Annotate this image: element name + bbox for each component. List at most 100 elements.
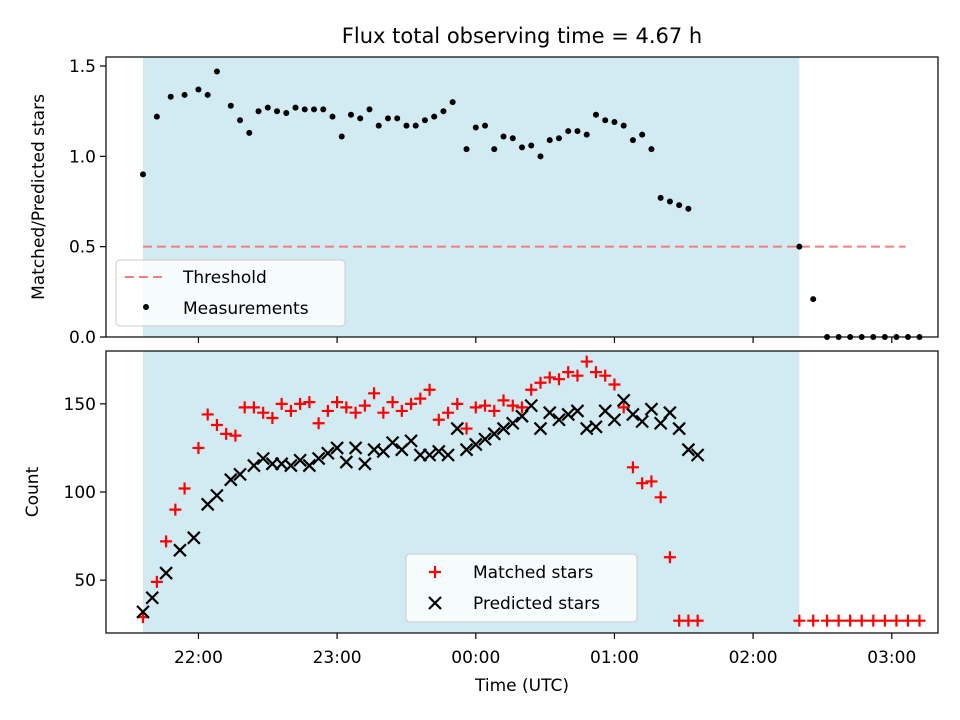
matched-star-point — [654, 491, 667, 504]
top-y-tick-label: 0.0 — [69, 328, 96, 348]
matched-star-point — [321, 404, 334, 417]
measurement-point — [347, 111, 354, 118]
top-y-tick-label: 1.5 — [69, 57, 96, 77]
measurement-point — [491, 146, 498, 153]
predicted-star-point — [422, 448, 437, 462]
measurement-point — [181, 91, 188, 98]
measurement-point — [528, 142, 535, 149]
measurement-point — [301, 106, 308, 113]
predicted-star-point — [330, 441, 344, 455]
matched-star-point — [901, 614, 914, 627]
matched-star-point — [636, 477, 649, 490]
measurement-point — [519, 144, 525, 151]
matched-star-point — [562, 366, 575, 379]
predicted-star-point — [136, 605, 150, 619]
matched-star-point — [303, 396, 316, 409]
top-legend-box — [115, 259, 346, 327]
predicted-star-point — [533, 421, 548, 436]
predicted-star-point — [432, 444, 446, 459]
top-axes-frame — [105, 56, 939, 338]
measurement-point — [320, 106, 327, 113]
x-tick-label: 22:00 — [174, 648, 223, 668]
measurement-points — [139, 68, 923, 340]
measurement-point — [394, 115, 401, 122]
predicted-star-point — [358, 457, 372, 471]
bottom-y-tick-label: 100 — [64, 483, 96, 503]
predicted-star-point — [607, 412, 622, 427]
predicted-star-point — [626, 407, 640, 422]
chart-title: Flux total observing time = 4.67 h — [342, 24, 702, 48]
top-y-tick-label: 0.5 — [69, 238, 96, 258]
matched-star-point — [793, 614, 806, 627]
measurement-point — [167, 93, 174, 100]
x-tick-label: 00:00 — [451, 648, 500, 668]
predicted-star-point — [441, 448, 455, 462]
measurement-point — [329, 113, 336, 120]
matched-star-point — [506, 399, 519, 412]
top-y-ticks: 0.0 0.5 1.0 1.5 — [69, 57, 106, 348]
matched-star-point — [890, 614, 903, 627]
predicted-star-point — [635, 414, 649, 429]
measurement-point — [311, 106, 317, 113]
measurement-point — [283, 110, 290, 116]
predicted-star-point — [690, 448, 705, 462]
matched-star-point — [691, 614, 704, 627]
matched-star-point — [358, 399, 371, 412]
x-tick-label: 02:00 — [729, 648, 778, 668]
count-points — [136, 355, 926, 627]
matched-star-point — [913, 614, 926, 627]
predicted-star-point — [552, 412, 566, 427]
matched-star-point — [377, 406, 390, 419]
predicted-star-point — [542, 405, 557, 420]
measurement-point — [685, 205, 692, 212]
matched-star-point — [832, 614, 845, 627]
measurement-point — [676, 202, 683, 209]
predicted-star-point — [616, 393, 631, 408]
matched-star-point — [294, 397, 307, 410]
matched-star-point — [807, 614, 820, 627]
predicted-star-point — [233, 467, 247, 482]
matched-star-point — [552, 373, 565, 386]
matched-star-point — [386, 396, 399, 409]
predicted-star-point — [173, 543, 187, 557]
measurement-point — [227, 102, 234, 109]
measurement-point — [574, 128, 581, 135]
matched-star-point — [312, 417, 325, 430]
matched-star-point — [349, 406, 362, 419]
top-legend: Threshold Measurements — [115, 259, 346, 327]
bottom-y-tick-label: 150 — [64, 395, 96, 415]
matched-star-point — [220, 427, 233, 440]
bottom-legend-box — [405, 553, 638, 623]
measurement-point — [657, 194, 664, 201]
measurement-point — [421, 117, 428, 124]
matched-star-point — [599, 369, 612, 382]
matched-star-point — [516, 401, 528, 414]
predicted-star-point — [404, 434, 418, 448]
matched-star-point — [210, 419, 223, 432]
matched-star-point — [479, 399, 492, 412]
matched-star-point — [368, 387, 381, 400]
measurement-point — [449, 99, 456, 106]
predicted-star-point — [210, 488, 224, 503]
predicted-star-point — [672, 421, 686, 436]
predicted-star-point — [589, 420, 603, 434]
predicted-star-point — [247, 458, 261, 473]
bottom-y-ticks: 50 100 150 — [64, 395, 106, 591]
matched-star-point — [451, 397, 464, 410]
measurement-point — [431, 113, 438, 120]
measurement-point — [592, 111, 599, 118]
x-tick-label: 03:00 — [867, 648, 916, 668]
matched-star-point — [580, 355, 593, 368]
predicted-star-point — [256, 451, 270, 466]
top-y-tick-label: 1.0 — [69, 147, 96, 167]
predicted-star-point — [302, 458, 317, 473]
measurement-point — [611, 119, 618, 126]
measurement-point — [602, 117, 609, 124]
matched-star-point — [192, 441, 205, 454]
matched-star-point — [460, 422, 473, 435]
x-tick-label: 23:00 — [313, 648, 362, 668]
measurement-point — [255, 108, 262, 115]
measurement-point — [237, 117, 244, 124]
